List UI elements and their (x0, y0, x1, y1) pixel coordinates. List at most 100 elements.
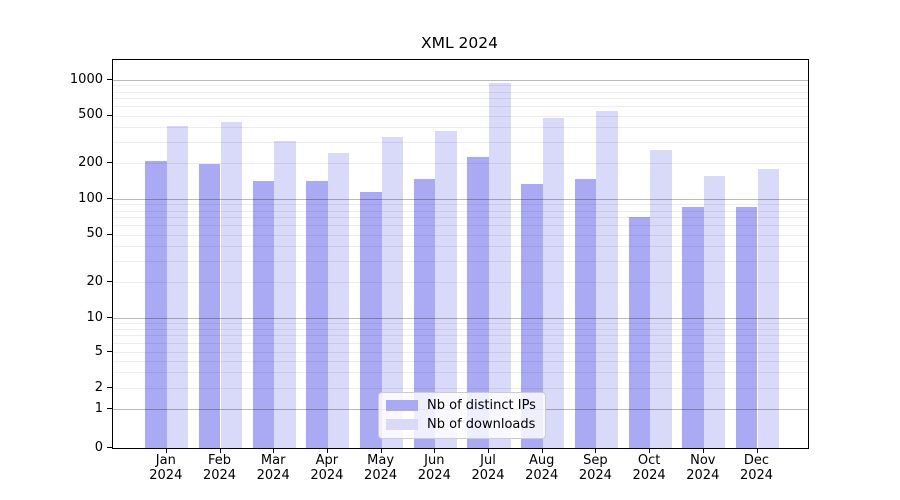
y-tick-mark (107, 281, 112, 283)
legend-item-downloads: Nb of downloads (386, 417, 536, 432)
gridline-minor (113, 282, 808, 284)
bar-distinct-ips-sep (574, 178, 597, 448)
bar-downloads-apr (327, 152, 350, 448)
x-tick-mark (326, 448, 328, 453)
y-tick-label: 50 (86, 226, 103, 242)
gridline-minor (113, 217, 808, 219)
x-tick-mark (434, 448, 436, 453)
bar-distinct-ips-dec (735, 207, 758, 448)
x-tick-mark (380, 448, 382, 453)
x-tick-mark (595, 448, 597, 453)
legend: Nb of distinct IPs Nb of downloads (378, 392, 546, 439)
y-tick-mark (107, 162, 112, 164)
x-tick-label: Dec 2024 (739, 453, 774, 483)
gridline-minor (113, 352, 808, 353)
y-tick-mark (107, 79, 112, 80)
y-tick-label: 500 (78, 107, 103, 123)
x-tick-mark (219, 448, 221, 453)
x-tick-mark (273, 448, 275, 453)
y-tick-mark (107, 233, 112, 235)
bar-distinct-ips-jun (413, 179, 436, 448)
x-tick-label: Aug 2024 (525, 453, 559, 483)
bar-distinct-ips-mar (252, 180, 275, 448)
x-tick-mark (488, 448, 489, 453)
bar-downloads-jul (489, 82, 511, 448)
x-tick-label: Nov 2024 (686, 453, 720, 483)
x-tick-label: Jul 2024 (471, 453, 505, 483)
gridline-minor (113, 343, 808, 345)
gridline-minor (113, 261, 808, 263)
x-tick-mark (649, 448, 651, 453)
gridline-major (113, 199, 808, 200)
x-tick-label: Sep 2024 (578, 453, 612, 483)
y-tick-mark (107, 198, 112, 199)
bar-distinct-ips-jul (467, 157, 489, 448)
bar-downloads-nov (703, 176, 726, 448)
chart-title: XML 2024 (420, 34, 498, 52)
y-tick-label: 10 (86, 309, 103, 325)
bar-distinct-ips-nov (682, 206, 704, 448)
x-tick-mark (165, 448, 167, 453)
gridline-minor (113, 323, 808, 325)
x-tick-label: Jun 2024 (417, 453, 451, 483)
gridline-minor (113, 328, 808, 330)
x-tick-label: Mar 2024 (256, 453, 290, 483)
gridline-minor (113, 204, 808, 206)
y-tick-mark (107, 351, 112, 352)
gridline-minor (113, 142, 808, 144)
y-tick-label: 1000 (69, 71, 103, 87)
gridline-minor (113, 163, 808, 165)
x-tick-label: Apr 2024 (310, 453, 344, 483)
gridline-minor (113, 85, 808, 87)
bar-downloads-may (381, 136, 404, 448)
x-tick-label: Oct 2024 (632, 453, 666, 483)
gridline-minor (113, 115, 808, 117)
bar-downloads-jun (435, 131, 457, 448)
legend-label-distinct-ips: Nb of distinct IPs (427, 398, 536, 413)
gridline-major (113, 318, 808, 319)
bar-downloads-jan (166, 126, 189, 448)
legend-swatch-distinct-ips (386, 400, 418, 411)
bar-downloads-dec (757, 168, 780, 448)
gridline-minor (113, 335, 808, 337)
bar-distinct-ips-apr (306, 180, 328, 448)
x-tick-mark (756, 448, 758, 453)
gridline-minor (113, 388, 808, 389)
gridline-minor (113, 98, 808, 100)
gridline-minor (113, 210, 808, 212)
grid-layer (113, 60, 808, 448)
x-tick-mark (541, 448, 543, 453)
gridline-minor (113, 91, 808, 93)
bars-layer (113, 60, 808, 448)
y-tick-label: 100 (78, 190, 103, 206)
y-tick-label: 0 (94, 439, 103, 455)
gridline-minor (113, 106, 808, 108)
y-tick-mark (107, 408, 112, 409)
bar-distinct-ips-jan (145, 160, 167, 448)
x-tick-label: May 2024 (364, 453, 398, 483)
legend-item-distinct-ips: Nb of distinct IPs (386, 398, 536, 413)
gridline-minor (113, 360, 808, 362)
gridline-minor (113, 127, 808, 129)
y-tick-label: 1 (94, 400, 103, 416)
bar-downloads-sep (596, 111, 618, 448)
y-tick-mark (107, 114, 112, 116)
x-tick-label: Feb 2024 (202, 453, 237, 483)
x-tick-label: Jan 2024 (149, 453, 183, 483)
legend-label-downloads: Nb of downloads (427, 417, 536, 432)
y-tick-label: 20 (86, 273, 103, 289)
bar-distinct-ips-oct (628, 217, 651, 448)
gridline-minor (113, 246, 808, 248)
gridline-minor (113, 372, 808, 374)
gridline-major (113, 80, 808, 81)
bar-distinct-ips-may (360, 192, 382, 448)
gridline-minor (113, 225, 808, 227)
bar-downloads-mar (274, 141, 296, 448)
y-tick-label: 5 (94, 343, 103, 359)
bar-downloads-feb (220, 122, 243, 448)
bar-distinct-ips-aug (521, 183, 543, 448)
legend-swatch-downloads (386, 419, 418, 430)
bar-downloads-aug (542, 117, 565, 448)
y-tick-mark (107, 387, 112, 388)
